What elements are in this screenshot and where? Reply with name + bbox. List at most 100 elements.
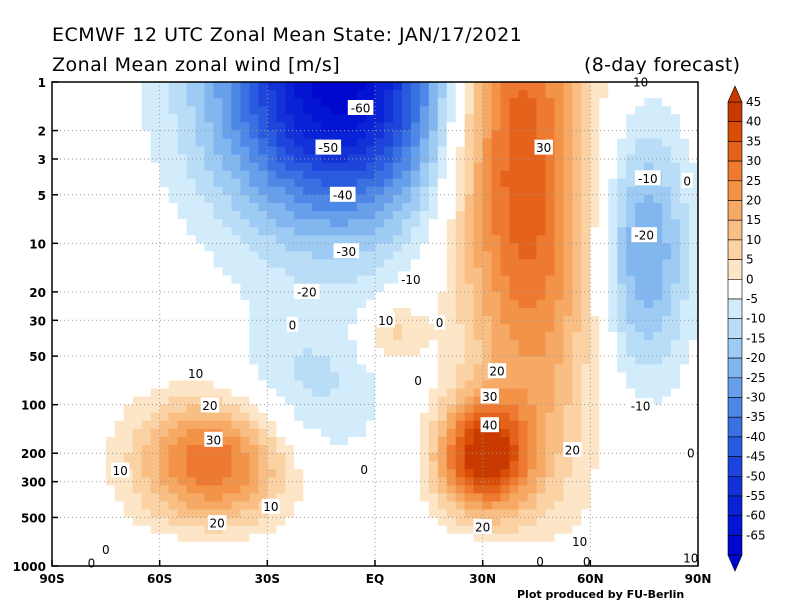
heatmap-cell bbox=[105, 340, 116, 349]
heatmap-cell bbox=[348, 348, 358, 357]
heatmap-cell bbox=[392, 356, 403, 365]
heatmap-cell bbox=[141, 235, 152, 244]
heatmap-cell bbox=[78, 299, 89, 309]
heatmap-cell bbox=[419, 146, 430, 156]
heatmap-cell bbox=[267, 453, 277, 462]
heatmap-cell bbox=[644, 436, 654, 446]
heatmap-cell bbox=[168, 509, 179, 519]
heatmap-cell bbox=[446, 517, 457, 527]
heatmap-cell bbox=[132, 186, 143, 196]
heatmap-cell bbox=[303, 549, 313, 559]
heatmap-cell bbox=[285, 82, 295, 91]
heatmap-cell bbox=[96, 315, 107, 325]
heatmap-cell bbox=[392, 138, 403, 148]
heatmap-cell bbox=[78, 138, 89, 148]
heatmap-cell bbox=[500, 340, 511, 349]
heatmap-cell bbox=[312, 549, 322, 559]
heatmap-cell bbox=[536, 332, 547, 341]
heatmap-cell bbox=[249, 98, 259, 107]
heatmap-cell bbox=[563, 98, 573, 107]
heatmap-cell bbox=[653, 138, 663, 148]
heatmap-cell bbox=[321, 453, 331, 462]
heatmap-cell bbox=[563, 493, 573, 503]
heatmap-cell bbox=[392, 533, 403, 543]
heatmap-cell bbox=[392, 162, 403, 172]
heatmap-cell bbox=[401, 525, 412, 535]
heatmap-cell bbox=[321, 235, 331, 244]
heatmap-cell bbox=[366, 477, 376, 486]
heatmap-cell bbox=[240, 203, 250, 212]
heatmap-cell bbox=[419, 404, 430, 414]
heatmap-cell bbox=[249, 549, 259, 559]
heatmap-cell bbox=[419, 178, 430, 188]
heatmap-cell bbox=[590, 533, 600, 543]
heatmap-cell bbox=[608, 186, 618, 196]
heatmap-cell bbox=[401, 388, 412, 398]
heatmap-cell bbox=[545, 412, 556, 422]
heatmap-cell bbox=[141, 275, 152, 285]
heatmap-cell bbox=[401, 82, 412, 91]
heatmap-cell bbox=[608, 170, 618, 180]
heatmap-cell bbox=[473, 364, 484, 373]
heatmap-cell bbox=[437, 420, 448, 430]
heatmap-cell bbox=[96, 509, 107, 519]
heatmap-cell bbox=[204, 461, 215, 470]
contour-label-bg bbox=[398, 271, 424, 287]
heatmap-cell bbox=[258, 194, 268, 204]
heatmap-cell bbox=[500, 227, 511, 236]
heatmap-cell bbox=[285, 243, 295, 252]
heatmap-cell bbox=[590, 469, 600, 478]
heatmap-cell bbox=[60, 138, 71, 148]
contour-label: 10 bbox=[572, 535, 587, 549]
heatmap-cell bbox=[222, 307, 233, 317]
heatmap-cell bbox=[572, 178, 582, 188]
heatmap-cell bbox=[312, 186, 322, 196]
heatmap-cell bbox=[52, 372, 62, 382]
heatmap-cell bbox=[123, 364, 134, 373]
heatmap-cell bbox=[222, 501, 233, 511]
heatmap-cell bbox=[276, 493, 286, 503]
heatmap-cell bbox=[132, 98, 143, 107]
heatmap-cell bbox=[60, 332, 71, 341]
heatmap-cell bbox=[195, 412, 206, 422]
heatmap-cell bbox=[410, 509, 421, 519]
heatmap-cell bbox=[518, 517, 529, 527]
heatmap-cell bbox=[258, 517, 268, 527]
heatmap-cell bbox=[321, 178, 331, 188]
heatmap-cell bbox=[581, 90, 591, 99]
heatmap-cell bbox=[482, 436, 493, 446]
heatmap-cell bbox=[52, 114, 62, 123]
heatmap-cell bbox=[60, 485, 71, 494]
heatmap-cell bbox=[626, 154, 636, 164]
heatmap-cell bbox=[572, 146, 582, 156]
heatmap-cell bbox=[60, 130, 71, 140]
heatmap-cell bbox=[572, 235, 582, 244]
heatmap-cell bbox=[204, 82, 215, 91]
heatmap-cell bbox=[321, 428, 331, 438]
heatmap-cell bbox=[455, 541, 466, 551]
heatmap-cell bbox=[52, 428, 62, 438]
heatmap-cell bbox=[204, 122, 215, 131]
heatmap-cell bbox=[653, 106, 663, 115]
heatmap-cell bbox=[78, 211, 89, 220]
heatmap-cell bbox=[339, 146, 349, 156]
heatmap-cell bbox=[383, 356, 394, 365]
heatmap-cell bbox=[617, 364, 627, 373]
heatmap-cell bbox=[132, 364, 143, 373]
heatmap-cell bbox=[437, 291, 448, 301]
heatmap-cell bbox=[500, 412, 511, 422]
heatmap-cell bbox=[159, 251, 170, 261]
heatmap-cell bbox=[608, 291, 618, 301]
heatmap-cell bbox=[446, 485, 457, 494]
heatmap-cell bbox=[303, 533, 313, 543]
heatmap-cell bbox=[689, 162, 698, 172]
heatmap-cell bbox=[240, 299, 250, 309]
contour-label: 20 bbox=[202, 399, 217, 413]
heatmap-cell bbox=[123, 324, 134, 333]
heatmap-cell bbox=[428, 203, 439, 212]
heatmap-cell bbox=[428, 332, 439, 341]
heatmap-cell bbox=[626, 549, 636, 559]
heatmap-cell bbox=[285, 557, 295, 566]
heatmap-cell bbox=[186, 194, 197, 204]
heatmap-cell bbox=[383, 203, 394, 212]
